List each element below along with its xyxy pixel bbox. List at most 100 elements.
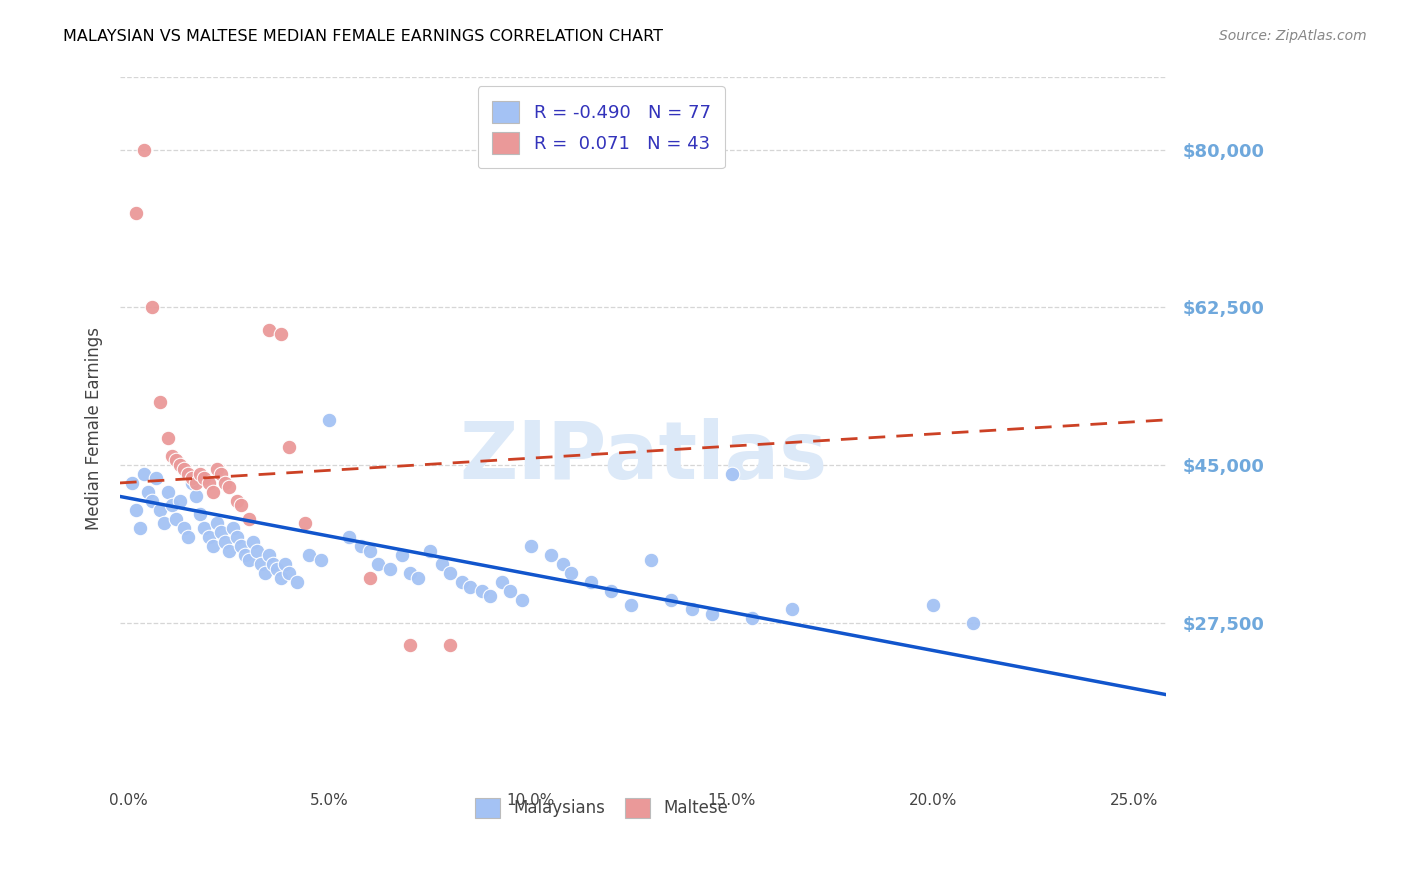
Point	[451, 575, 474, 590]
Point	[398, 638, 420, 652]
Text: MALAYSIAN VS MALTESE MEDIAN FEMALE EARNINGS CORRELATION CHART: MALAYSIAN VS MALTESE MEDIAN FEMALE EARNI…	[63, 29, 664, 44]
Point	[309, 552, 332, 566]
Point	[378, 561, 401, 575]
Point	[479, 589, 502, 603]
Point	[201, 539, 224, 553]
Point	[640, 552, 662, 566]
Point	[350, 539, 373, 553]
Point	[218, 480, 240, 494]
Point	[205, 516, 228, 531]
Point	[406, 570, 429, 584]
Point	[661, 593, 683, 607]
Point	[157, 485, 180, 500]
Point	[398, 566, 420, 580]
Point	[197, 530, 219, 544]
Point	[134, 143, 156, 157]
Point	[181, 475, 204, 490]
Point	[149, 394, 172, 409]
Point	[359, 570, 381, 584]
Point	[278, 566, 301, 580]
Point	[741, 611, 763, 625]
Point	[136, 485, 159, 500]
Point	[238, 552, 260, 566]
Point	[214, 475, 236, 490]
Point	[560, 566, 582, 580]
Point	[121, 475, 143, 490]
Point	[270, 570, 292, 584]
Point	[165, 453, 187, 467]
Point	[157, 431, 180, 445]
Legend: Malaysians, Maltese: Malaysians, Maltese	[468, 791, 735, 825]
Point	[214, 534, 236, 549]
Point	[419, 543, 441, 558]
Point	[339, 530, 361, 544]
Point	[149, 503, 172, 517]
Point	[238, 512, 260, 526]
Point	[285, 575, 308, 590]
Point	[186, 475, 208, 490]
Point	[962, 615, 984, 630]
Point	[262, 557, 284, 571]
Point	[499, 584, 522, 599]
Point	[439, 566, 461, 580]
Point	[193, 471, 215, 485]
Point	[141, 300, 163, 314]
Point	[318, 413, 340, 427]
Text: Source: ZipAtlas.com: Source: ZipAtlas.com	[1219, 29, 1367, 43]
Point	[253, 566, 276, 580]
Point	[278, 440, 301, 454]
Point	[471, 584, 494, 599]
Point	[197, 475, 219, 490]
Point	[125, 503, 148, 517]
Point	[491, 575, 513, 590]
Point	[173, 521, 195, 535]
Point	[579, 575, 602, 590]
Point	[218, 543, 240, 558]
Point	[162, 449, 184, 463]
Point	[430, 557, 453, 571]
Point	[294, 516, 316, 531]
Text: ZIPatlas: ZIPatlas	[460, 418, 827, 496]
Point	[540, 548, 562, 562]
Point	[141, 494, 163, 508]
Point	[620, 598, 643, 612]
Point	[391, 548, 413, 562]
Point	[193, 521, 215, 535]
Point	[257, 548, 280, 562]
Point	[700, 607, 723, 621]
Point	[225, 530, 247, 544]
Point	[229, 539, 252, 553]
Point	[519, 539, 541, 553]
Point	[246, 543, 269, 558]
Point	[274, 557, 297, 571]
Point	[221, 521, 243, 535]
Point	[551, 557, 574, 571]
Point	[600, 584, 623, 599]
Point	[169, 494, 191, 508]
Point	[512, 593, 534, 607]
Point	[205, 462, 228, 476]
Point	[720, 467, 742, 481]
Point	[181, 471, 204, 485]
Point	[165, 512, 187, 526]
Y-axis label: Median Female Earnings: Median Female Earnings	[86, 327, 103, 531]
Point	[229, 499, 252, 513]
Point	[367, 557, 389, 571]
Point	[162, 499, 184, 513]
Point	[270, 327, 292, 342]
Point	[177, 530, 200, 544]
Point	[209, 525, 232, 540]
Point	[129, 521, 152, 535]
Point	[780, 602, 803, 616]
Point	[201, 485, 224, 500]
Point	[922, 598, 945, 612]
Point	[359, 543, 381, 558]
Point	[190, 467, 212, 481]
Point	[190, 508, 212, 522]
Point	[169, 458, 191, 472]
Point	[173, 462, 195, 476]
Point	[681, 602, 703, 616]
Point	[125, 205, 148, 219]
Point	[250, 557, 273, 571]
Point	[266, 561, 288, 575]
